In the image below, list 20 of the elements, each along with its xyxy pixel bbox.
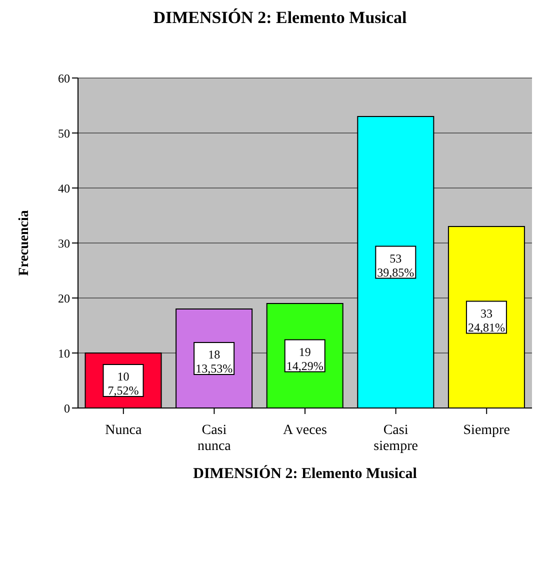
chart-title: DIMENSIÓN 2: Elemento Musical — [152, 8, 408, 28]
x-axis-title: DIMENSIÓN 2: Elemento Musical — [193, 465, 417, 482]
data-label: 33 24,81% — [468, 306, 505, 334]
x-tick-label: A veces — [283, 423, 327, 438]
x-tick-label: Siempre — [463, 423, 510, 438]
y-tick-label: 10 — [58, 346, 70, 360]
y-tick-label: 20 — [58, 291, 70, 306]
y-tick-label: 60 — [58, 71, 70, 86]
data-label: 19 14,29% — [286, 344, 324, 373]
data-label: 18 13,53% — [196, 348, 233, 376]
data-label: 53 39,85% — [377, 251, 414, 280]
y-tick-label: 50 — [58, 126, 70, 140]
y-tick-label: 40 — [58, 181, 70, 196]
x-tick-label: Casi siempre — [374, 423, 418, 454]
data-label: 10 7,52% — [108, 370, 139, 398]
y-axis-title: Frecuencia — [16, 210, 32, 276]
x-tick-label: Casi nunca — [197, 423, 232, 454]
y-tick-label: 0 — [64, 401, 70, 416]
y-tick-label: 30 — [58, 236, 70, 250]
x-tick-label: Nunca — [105, 423, 142, 438]
